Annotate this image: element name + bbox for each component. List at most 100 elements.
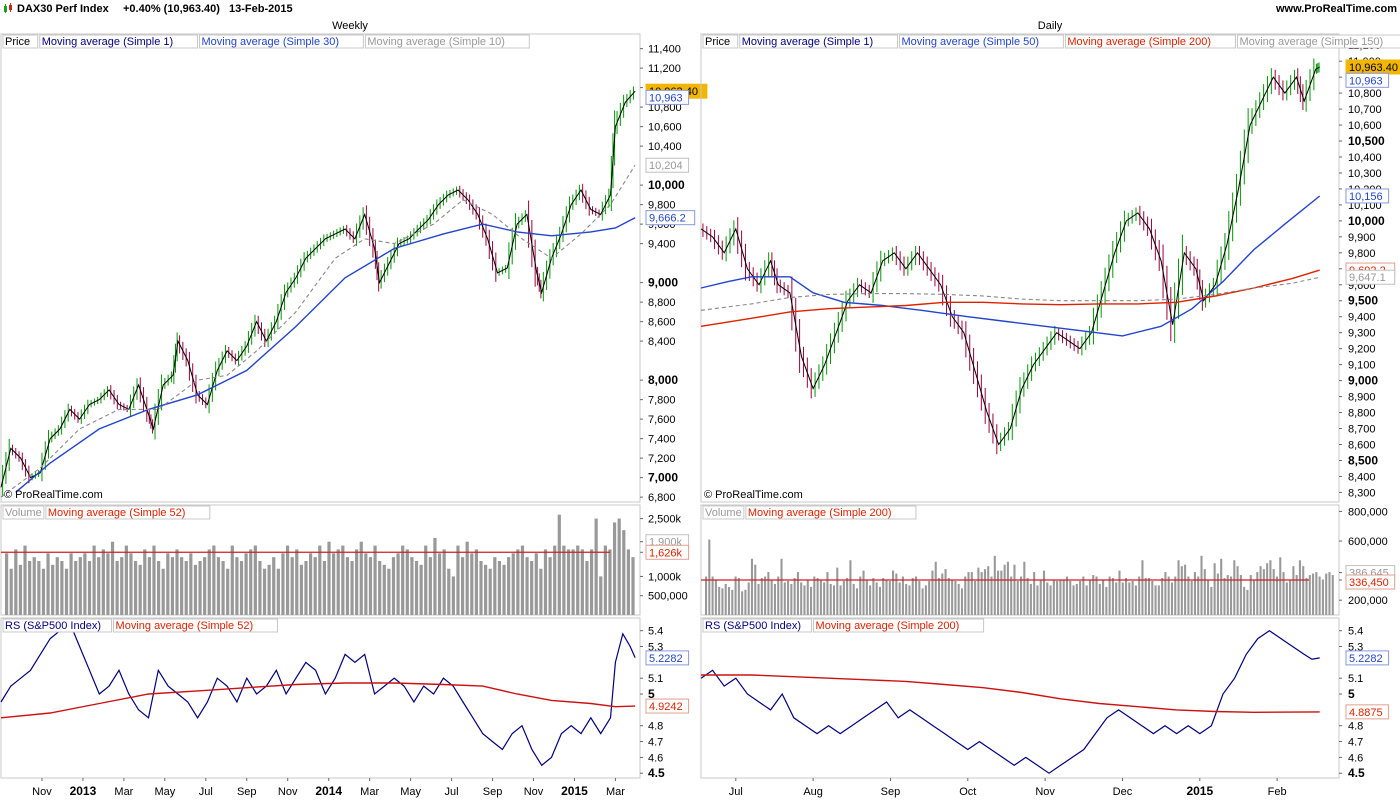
weekly-rs-value-label: 4.9242: [649, 701, 683, 713]
daily-volume-bar: [934, 561, 937, 615]
daily-volume-bar: [1177, 560, 1180, 615]
weekly-volume-bar: [55, 557, 59, 615]
weekly-volume-bar: [456, 545, 460, 615]
daily-volume-bar: [977, 567, 980, 615]
weekly-volume-bar: [290, 557, 294, 615]
daily-price-axis-tick-label: 10,400: [1348, 152, 1382, 164]
daily-volume-bar: [1131, 580, 1134, 615]
weekly-volume-bar: [497, 561, 502, 615]
weekly-volume-bar: [368, 557, 373, 615]
weekly-volume-bar: [460, 557, 465, 615]
legend-label: Moving average (Simple 150): [1239, 36, 1383, 48]
daily-price-value-label: 10,963.40: [1349, 62, 1398, 74]
weekly-price-value-label: 9,666.2: [649, 213, 686, 225]
daily-volume-bar: [1295, 575, 1298, 615]
daily-volume-bar: [882, 578, 885, 615]
daily-price-axis-tick-label: 9,000: [1348, 374, 1378, 388]
weekly-volume-bar: [64, 568, 69, 615]
weekly-x-tick-label: 2015: [561, 784, 588, 798]
daily-volume-bar: [1308, 575, 1311, 615]
weekly-volume-bar: [355, 549, 359, 615]
daily-volume-bar: [810, 586, 813, 615]
weekly-price-axis-tick-label: 10,800: [648, 102, 682, 114]
weekly-volume-bar: [281, 553, 285, 615]
weekly-volume-bar: [147, 557, 151, 615]
weekly-volume-bar: [152, 545, 156, 615]
daily-volume-bar: [1088, 579, 1091, 615]
legend-label: Moving average (Simple 200): [748, 507, 892, 519]
site-link[interactable]: www.ProRealTime.com: [1275, 3, 1397, 15]
daily-price-frame: [700, 33, 1340, 503]
weekly-rs-line: [0, 621, 636, 767]
weekly-volume-bar: [525, 557, 529, 615]
legend-box: [45, 505, 211, 520]
daily-volume-bar: [1223, 578, 1226, 615]
daily-volume-bar: [1029, 583, 1032, 615]
daily-volume-bar: [885, 579, 888, 615]
daily-volume-bar: [813, 576, 816, 615]
daily-price-axis-tick-label: 8,700: [1348, 424, 1376, 436]
daily-rs-axis-tick-label: 4.8: [1348, 721, 1363, 733]
weekly-volume-bar: [336, 549, 340, 615]
weekly-volume-bar: [106, 553, 110, 615]
daily-volume-bar: [777, 576, 780, 615]
daily-volume-bar: [1200, 555, 1203, 615]
weekly-rs-axis-tick-label: 5: [648, 687, 655, 701]
legend-label: Moving average (Simple 200): [816, 620, 960, 632]
daily-rs-frame: [700, 617, 1340, 779]
daily-volume-bar: [974, 580, 977, 615]
daily-price-value-label: 10,156: [1349, 191, 1383, 203]
daily-volume-bar: [1180, 566, 1183, 615]
weekly-volume-bar: [46, 553, 50, 615]
daily-x-tick-label: Dec: [1113, 786, 1133, 798]
weekly-volume-bar: [87, 561, 92, 615]
daily-price-axis-tick-label: 8,800: [1348, 408, 1376, 420]
weekly-volume-bar: [350, 561, 354, 615]
daily-price-value-label: 9,647.1: [1349, 272, 1386, 284]
daily-volume-bar: [1170, 582, 1174, 615]
weekly-volume-bar: [92, 545, 96, 615]
daily-volume-bar: [1020, 576, 1023, 615]
daily-volume-value-label-box: [1345, 574, 1396, 590]
daily-volume-bar: [947, 578, 950, 615]
daily-volume-bar: [1095, 576, 1098, 615]
legend-box: [702, 505, 745, 520]
daily-volume-bar: [1098, 583, 1101, 615]
daily-volume-bar: [888, 580, 891, 615]
daily-volume-bar: [1049, 585, 1052, 615]
weekly-volume-bar: [276, 568, 280, 615]
daily-volume-value-label: 336,450: [1349, 577, 1389, 589]
weekly-volume-bar: [410, 557, 414, 615]
weekly-price-frame: [0, 33, 641, 503]
daily-volume-bar: [1125, 578, 1128, 615]
daily-rs-axis-tick-label: 4.7: [1348, 737, 1363, 749]
legend-label: Volume: [705, 507, 742, 519]
weekly-volume-bar: [258, 561, 262, 615]
daily-volume-bar: [826, 572, 829, 615]
weekly-volume-bar: [543, 549, 548, 615]
legend-box: [739, 34, 898, 49]
symbol-name: DAX30 Perf Index: [17, 3, 109, 15]
daily-volume-bar: [832, 585, 836, 615]
weekly-x-tick-label: Sep: [237, 786, 257, 798]
daily-x-tick-label: Jul: [729, 786, 743, 798]
daily-volume-bar: [1325, 573, 1328, 615]
daily-volume-bar: [1128, 582, 1131, 615]
weekly-volume-bar: [37, 561, 41, 615]
weekly-volume-bar: [373, 545, 377, 615]
daily-volume-bar: [1262, 569, 1265, 615]
weekly-volume-bar: [507, 557, 511, 615]
legend-box: [702, 618, 813, 633]
weekly-price-value-label: 10,963: [649, 92, 683, 104]
weekly-volume-bar: [285, 545, 290, 615]
weekly-volume-bar: [221, 561, 225, 615]
weekly-rs-value-label: 5.2282: [649, 653, 683, 665]
legend-label: Moving average (Simple 1): [42, 36, 173, 48]
daily-volume-bar: [1210, 586, 1213, 615]
daily-volume-tick-label: 200,000: [1348, 595, 1388, 607]
weekly-volume-bar: [124, 545, 128, 615]
daily-volume-bar: [1079, 580, 1082, 615]
daily-volume-bar: [1157, 585, 1160, 615]
daily-volume-bar: [846, 578, 849, 615]
daily-volume-bar: [829, 583, 832, 615]
